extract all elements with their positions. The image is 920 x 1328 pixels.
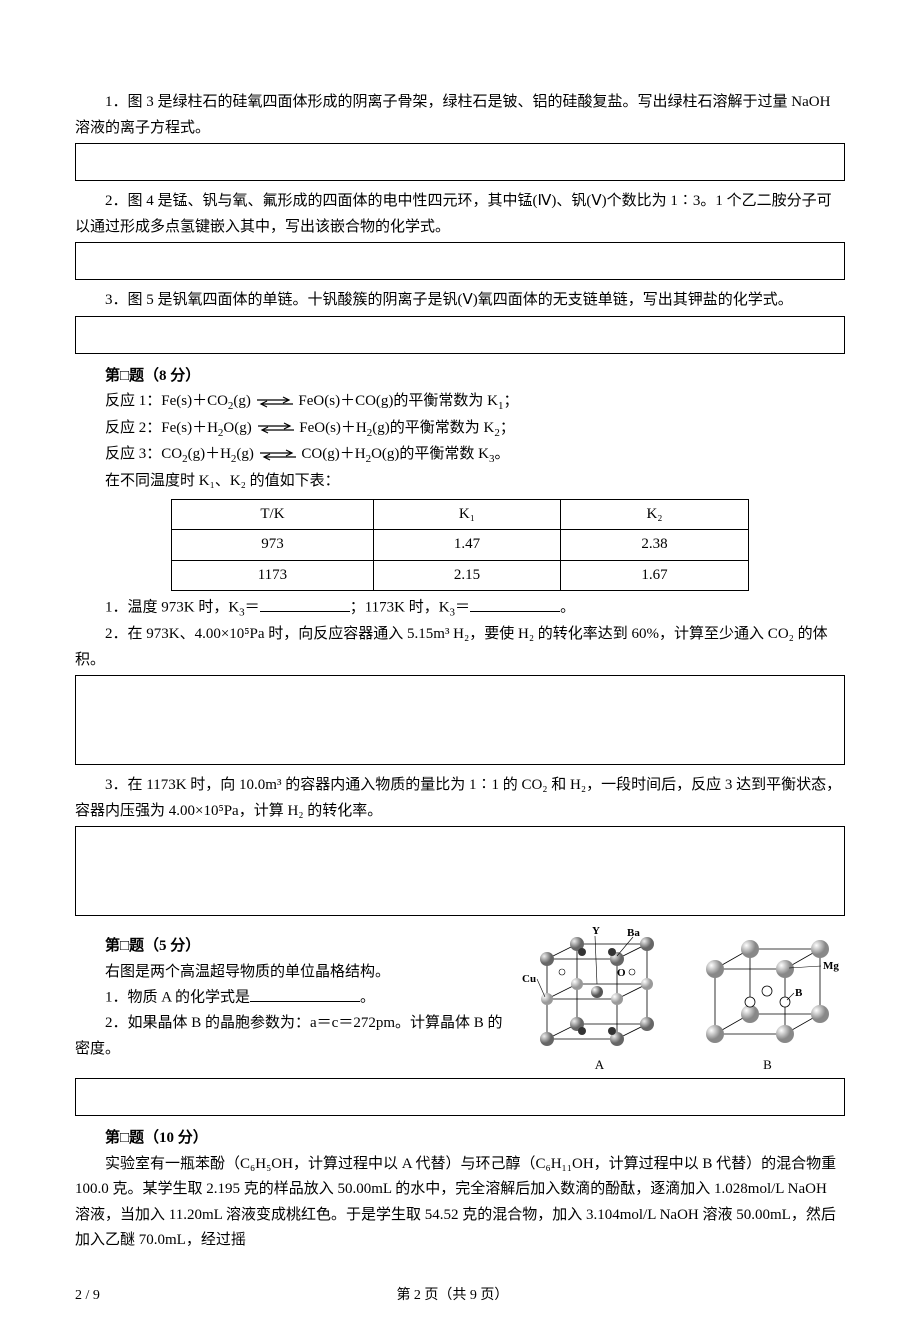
page-footer: 2 / 9 第 2 页（共 9 页） — [75, 1284, 845, 1308]
r2-a: 反应 2：Fe(s)＋H — [105, 420, 218, 436]
section-2-title: 第□题（8 分） — [105, 364, 845, 390]
table-row: T/K K₁ K₂ — [172, 499, 749, 530]
answer-box-s3 — [75, 1078, 845, 1116]
cell: 2.15 — [373, 560, 561, 591]
s2s1d: ＝ — [455, 600, 470, 616]
r3-c: (g) — [236, 446, 254, 462]
section3-sub1: 1．物质 A 的化学式是 。 — [75, 985, 507, 1011]
table-row: 973 1.47 2.38 — [172, 530, 749, 561]
section4-text: 实验室有一瓶苯酚（C₆H₅OH，计算过程中以 A 代替）与环己醇（C₆H₁₁OH… — [75, 1152, 845, 1254]
r2-b: O(g) — [223, 420, 251, 436]
blank-field — [260, 595, 350, 612]
label-mg: Mg — [823, 960, 839, 972]
crystal-a-diagram: Y Ba O Cu — [517, 924, 682, 1054]
label-y: Y — [592, 925, 600, 937]
answer-box-2 — [75, 242, 845, 280]
label-o: O — [617, 967, 626, 979]
section3-sub2: 2．如果晶体 B 的晶胞参数为：a＝c＝272pm。计算晶体 B 的密度。 — [75, 1011, 507, 1062]
th-tk: T/K — [172, 499, 373, 530]
cell: 973 — [172, 530, 373, 561]
th-k1: K₁ — [373, 499, 561, 530]
equilibrium-arrow-icon — [256, 422, 296, 434]
footer-left: 2 / 9 — [75, 1284, 100, 1308]
cell: 1.47 — [373, 530, 561, 561]
cell: 2.38 — [561, 530, 749, 561]
reaction-3: 反应 3：CO2(g)＋H2(g) CO(g)＋H2O(g)的平衡常数 K3。 — [105, 442, 845, 469]
section2-sub1: 1．温度 973K 时，K3＝；1173K 时，K3＝。 — [75, 595, 845, 622]
section-4-title: 第□题（10 分） — [105, 1126, 845, 1152]
answer-box-tall-2 — [75, 826, 845, 916]
s2s1a: 1．温度 973K 时，K — [105, 600, 239, 616]
cell: 1173 — [172, 560, 373, 591]
th-k2: K₂ — [561, 499, 749, 530]
label-cu: Cu — [522, 973, 536, 985]
table-caption: 在不同温度时 K₁、K₂ 的值如下表： — [105, 469, 845, 495]
figure-label-b: B — [763, 1057, 772, 1072]
figure-label-a: A — [595, 1057, 604, 1072]
section2-sub3: 3．在 1173K 时，向 10.0m³ 的容器内通入物质的量比为 1∶1 的 … — [75, 773, 845, 824]
section3-intro: 右图是两个高温超导物质的单位晶格结构。 — [105, 960, 507, 986]
s2s1e: 。 — [560, 600, 575, 616]
blank-field — [250, 985, 360, 1002]
r3-f: 。 — [495, 446, 510, 462]
footer-center: 第 2 页（共 9 页） — [100, 1284, 805, 1308]
reaction-1: 反应 1：Fe(s)＋CO2(g) FeO(s)＋CO(g)的平衡常数为 K1； — [105, 389, 845, 416]
crystal-b-diagram: Mg B — [690, 924, 845, 1054]
r2-c: FeO(s)＋H — [299, 420, 367, 436]
question-3: 3．图 5 是钒氧四面体的单链。十钒酸簇的阴离子是钒(Ⅴ)氧四面体的无支链单链，… — [75, 288, 845, 314]
cell: 1.67 — [561, 560, 749, 591]
section2-sub2: 2．在 973K、4.00×10⁵Pa 时，向反应容器通入 5.15m³ H₂，… — [75, 622, 845, 673]
answer-box-tall — [75, 675, 845, 765]
s3s1a: 1．物质 A 的化学式是 — [105, 990, 250, 1006]
table-row: 1173 2.15 1.67 — [172, 560, 749, 591]
answer-box-3 — [75, 316, 845, 354]
s2s1c: ；1173K 时，K — [350, 600, 450, 616]
s2s1b: ＝ — [245, 600, 260, 616]
equilibrium-table: T/K K₁ K₂ 973 1.47 2.38 1173 2.15 1.67 — [171, 499, 749, 592]
answer-box-1 — [75, 143, 845, 181]
equilibrium-arrow-icon — [255, 396, 295, 408]
question-1: 1．图 3 是绿柱石的硅氧四面体形成的阴离子骨架，绿柱石是铍、铝的硅酸复盐。写出… — [75, 90, 845, 141]
r3-a: 反应 3：CO — [105, 446, 182, 462]
r3-b: (g)＋H — [188, 446, 231, 462]
r1-c: FeO(s)＋CO(g)的平衡常数为 K — [298, 393, 498, 409]
r1-a: 反应 1：Fe(s)＋CO — [105, 393, 228, 409]
r1-b: (g) — [233, 393, 251, 409]
r3-e: O(g)的平衡常数 K — [371, 446, 489, 462]
question-2: 2．图 4 是锰、钒与氧、氟形成的四面体的电中性四元环，其中锰(Ⅳ)、钒(Ⅴ)个… — [75, 189, 845, 240]
label-ba: Ba — [627, 927, 640, 939]
label-b-atom: B — [795, 987, 803, 999]
blank-field — [470, 595, 560, 612]
r3-d: CO(g)＋H — [301, 446, 365, 462]
s3s1b: 。 — [360, 990, 375, 1006]
equilibrium-arrow-icon — [258, 449, 298, 461]
section-3-title: 第□题（5 分） — [105, 934, 507, 960]
r2-d: (g)的平衡常数为 K — [372, 420, 494, 436]
r2-e: ； — [500, 420, 515, 436]
r1-d: ； — [504, 393, 519, 409]
reaction-2: 反应 2：Fe(s)＋H2O(g) FeO(s)＋H2(g)的平衡常数为 K2； — [105, 416, 845, 443]
